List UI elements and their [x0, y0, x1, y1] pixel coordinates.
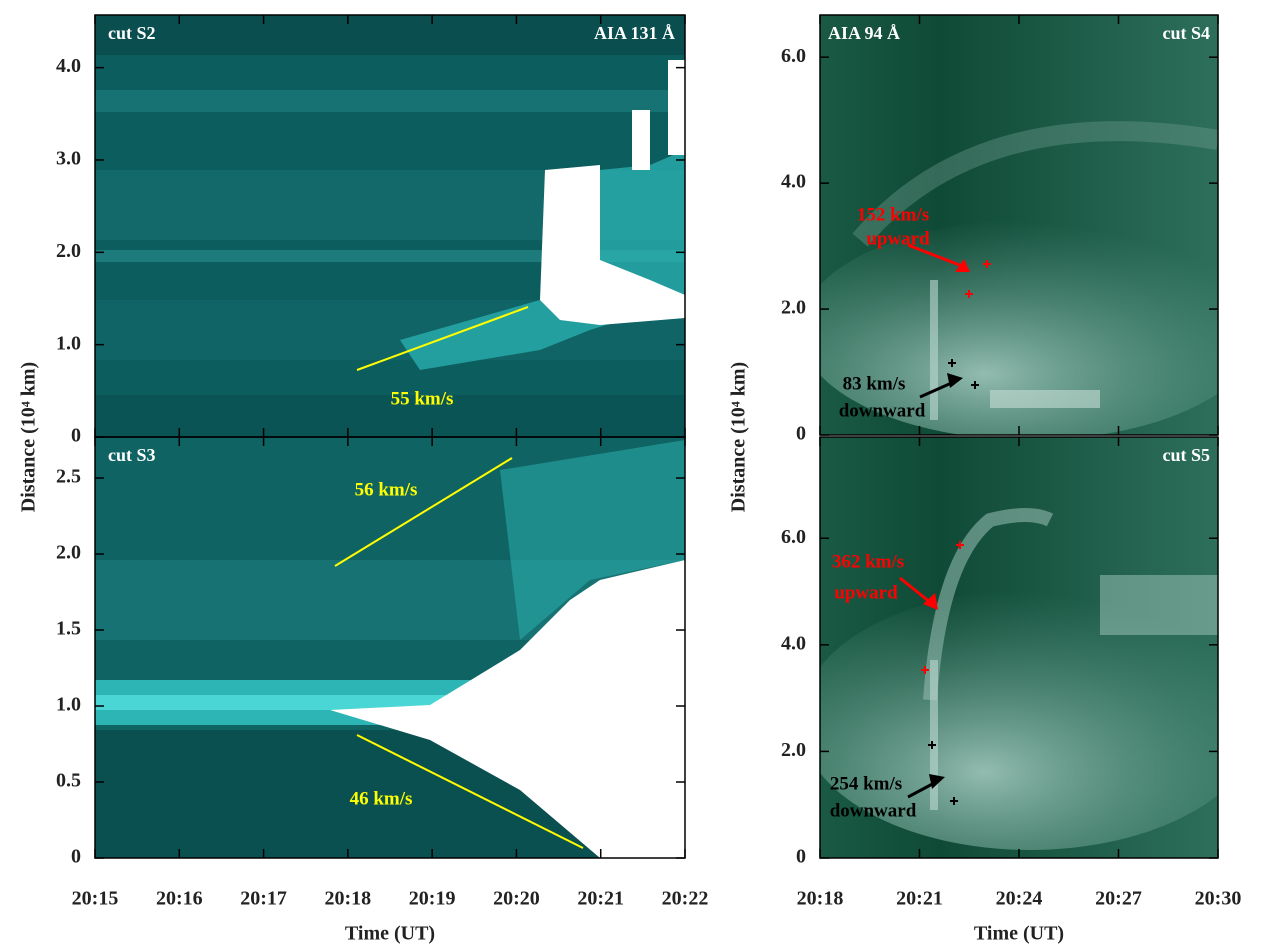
cross-marker — [928, 741, 936, 749]
arrow — [907, 243, 963, 268]
y-tick-label: 6.0 — [781, 45, 806, 67]
annotation: 55 km/s — [391, 388, 454, 409]
channel-label: AIA 131 Å — [594, 23, 675, 43]
annotation: upward — [866, 228, 930, 249]
x-tick-label: 20:24 — [996, 888, 1043, 910]
arrowhead — [947, 373, 963, 388]
fit-line — [334, 457, 513, 567]
y-tick-label: 1.0 — [56, 694, 81, 716]
cross-marker — [948, 359, 956, 367]
y-tick-label: 1.5 — [56, 618, 81, 640]
x-tick-label: 20:17 — [240, 888, 287, 910]
y-tick-label: 0 — [71, 846, 81, 868]
cross-marker — [965, 290, 973, 298]
annotation: 362 km/s — [832, 551, 904, 572]
x-tick-label: 20:22 — [662, 888, 709, 910]
y-tick-label: 2.5 — [56, 466, 81, 488]
panel-label: cut S5 — [1162, 445, 1210, 465]
arrow — [899, 576, 932, 605]
y-tick-label: 4.0 — [781, 632, 806, 654]
y-axis-label: Distance (10⁴ km) — [728, 362, 750, 512]
x-axis-label: Time (UT) — [974, 923, 1064, 945]
annotation: 83 km/s — [843, 373, 906, 394]
plot-frame — [94, 436, 686, 859]
fit-lines — [334, 243, 970, 849]
annotation: downward — [839, 400, 926, 421]
x-tick-label: 20:27 — [1095, 888, 1142, 910]
x-tick-label: 20:21 — [577, 888, 624, 910]
image-s5 — [820, 437, 1218, 858]
panel-label: cut S3 — [108, 445, 156, 465]
y-tick-label: 4.0 — [56, 55, 81, 77]
annotation: 152 km/s — [857, 204, 929, 225]
x-tick-label: 20:15 — [72, 888, 119, 910]
panel-label: cut S2 — [108, 23, 156, 43]
annotation: 56 km/s — [355, 479, 418, 500]
y-tick-label: 4.0 — [781, 171, 806, 193]
annotation: 46 km/s — [350, 788, 413, 809]
x-tick-label: 20:19 — [409, 888, 456, 910]
cross-marker — [956, 541, 964, 549]
cross-marker — [983, 260, 991, 268]
arrowhead — [929, 774, 945, 789]
y-tick-label: 3.0 — [56, 148, 81, 170]
arrowhead — [923, 593, 938, 610]
x-tick-label: 20:18 — [797, 888, 844, 910]
y-tick-label: 2.0 — [781, 297, 806, 319]
arrowhead — [955, 259, 970, 272]
x-tick-label: 20:21 — [896, 888, 943, 910]
x-tick-label: 20:20 — [493, 888, 540, 910]
y-tick-label: 0.5 — [56, 770, 81, 792]
x-tick-label: 20:16 — [156, 888, 203, 910]
fit-line — [356, 306, 529, 371]
y-tick-label: 2.0 — [56, 542, 81, 564]
channel-label: AIA 94 Å — [828, 23, 900, 43]
y-tick-label: 1.0 — [56, 332, 81, 354]
x-tick-label: 20:30 — [1195, 888, 1242, 910]
fit-line — [356, 734, 584, 849]
cross-marker — [921, 666, 929, 674]
y-tick-label: 0 — [796, 846, 806, 868]
y-tick-label: 0 — [71, 425, 81, 447]
y-tick-label: 0 — [796, 423, 806, 445]
panel-label: cut S4 — [1162, 23, 1210, 43]
x-tick-label: 20:18 — [325, 888, 372, 910]
annotation: 254 km/s — [830, 773, 902, 794]
image-s2 — [95, 15, 685, 437]
y-tick-label: 2.0 — [56, 240, 81, 262]
cross-marker — [950, 797, 958, 805]
image-s4 — [820, 15, 1218, 435]
x-axis-label: Time (UT) — [345, 923, 435, 945]
y-tick-label: 2.0 — [781, 739, 806, 761]
cross-marker — [971, 381, 979, 389]
annotation: downward — [830, 800, 917, 821]
annotation: upward — [834, 582, 898, 603]
y-axis-label: Distance (10⁴ km) — [18, 362, 40, 512]
y-tick-label: 6.0 — [781, 526, 806, 548]
